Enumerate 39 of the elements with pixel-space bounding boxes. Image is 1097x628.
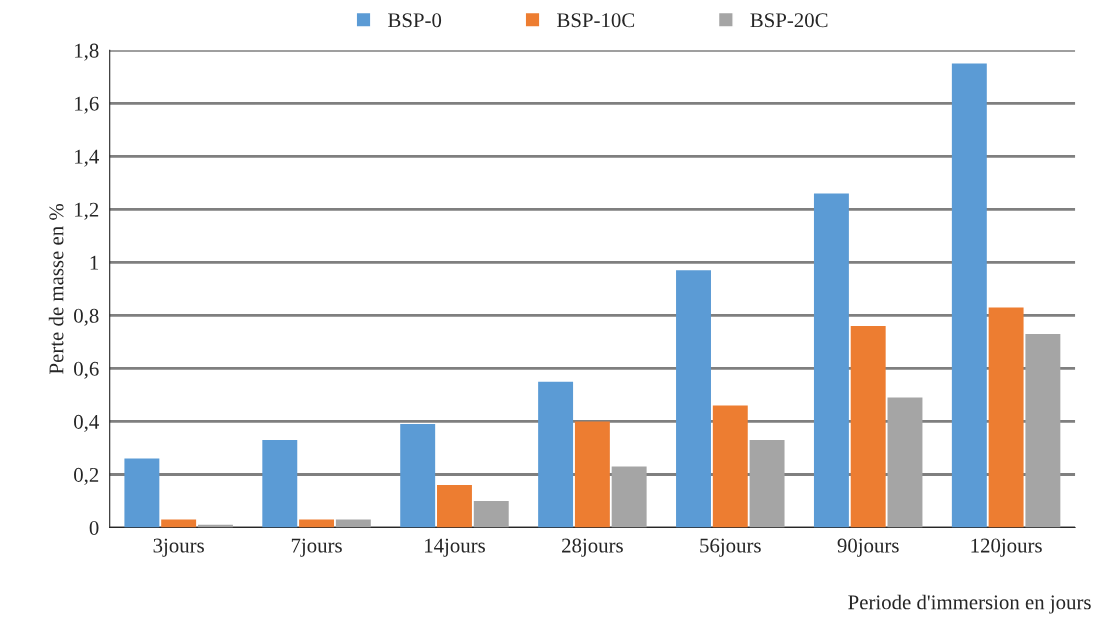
bar bbox=[676, 270, 711, 528]
y-axis-title: Perte de masse en % bbox=[48, 203, 64, 374]
legend-label: BSP-20C bbox=[750, 13, 828, 28]
y-tick-label: 0,6 bbox=[74, 361, 99, 379]
y-tick-label: 1,4 bbox=[75, 149, 99, 167]
y-tick-label: 0,4 bbox=[74, 414, 99, 432]
bar bbox=[262, 440, 298, 528]
bar bbox=[813, 193, 849, 528]
x-tick-label: 3jours bbox=[153, 538, 204, 557]
y-tick-label: 1,8 bbox=[75, 43, 99, 61]
bar bbox=[124, 458, 160, 528]
bar bbox=[988, 307, 1024, 528]
bar bbox=[850, 326, 886, 528]
x-tick-label: 56jours bbox=[700, 538, 761, 557]
y-tick-label: 1,6 bbox=[75, 96, 99, 114]
bar bbox=[887, 397, 923, 528]
x-tick-label: 14jours bbox=[425, 538, 485, 557]
bar bbox=[437, 485, 472, 528]
y-tick-label: 1 bbox=[90, 255, 99, 270]
y-tick-label: 0 bbox=[89, 520, 99, 535]
bar bbox=[538, 381, 574, 528]
bar bbox=[574, 421, 610, 528]
bar bbox=[400, 424, 436, 528]
bar bbox=[712, 405, 748, 528]
bar bbox=[951, 63, 987, 528]
y-tick-label: 0,2 bbox=[74, 467, 99, 485]
legend-label: BSP-10C bbox=[557, 13, 635, 28]
bar bbox=[1025, 333, 1061, 528]
x-axis-title: Periode d'immersion en jours bbox=[848, 594, 1091, 614]
y-tick-label: 1,2 bbox=[75, 202, 99, 220]
x-tick-label: 7jours bbox=[291, 538, 342, 557]
legend-label: BSP-0 bbox=[388, 13, 442, 28]
bar bbox=[473, 501, 509, 528]
x-tick-label: 90jours bbox=[837, 538, 899, 557]
y-tick-label: 0,8 bbox=[74, 308, 99, 326]
bar bbox=[749, 440, 785, 528]
bar bbox=[611, 466, 647, 528]
x-tick-label: 28jours bbox=[562, 538, 623, 557]
x-tick-label: 120jours bbox=[971, 538, 1042, 557]
